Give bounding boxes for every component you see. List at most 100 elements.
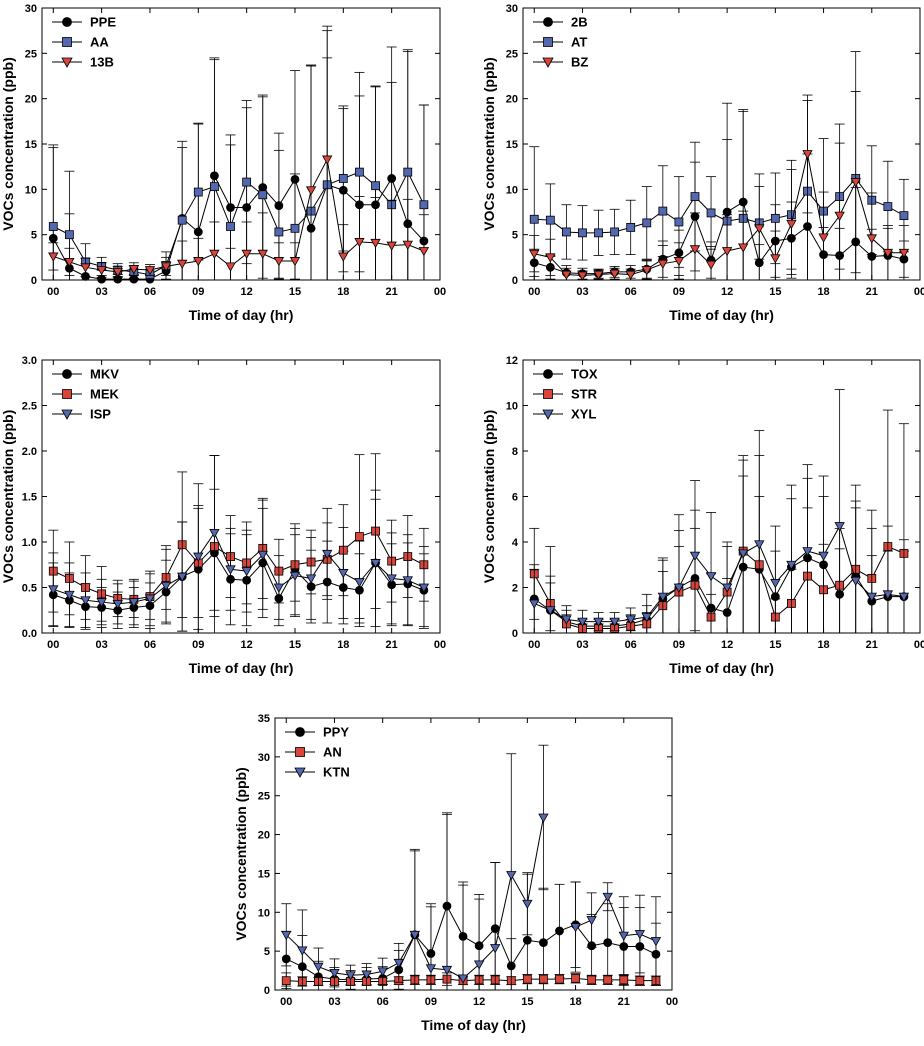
panel: 0 5 10 15 20 25 30 00 03 06 09 12 15 18 21 00 Time of da… — [481, 3, 924, 323]
legend-label: ISP — [90, 406, 111, 421]
marker — [297, 946, 308, 956]
series-line — [533, 545, 905, 629]
x-tick-label: 03 — [95, 286, 107, 298]
marker — [834, 522, 845, 532]
marker — [818, 233, 829, 243]
marker — [457, 974, 469, 984]
series-line — [533, 557, 904, 627]
x-tick-label: 09 — [192, 286, 204, 298]
panel: 0 5 10 15 20 25 30 00 03 06 09 12 15 18 21 00 Time of da… — [0, 3, 446, 323]
marker — [62, 369, 72, 379]
x-axis-label: Time of day (hr) — [669, 307, 774, 323]
y-axis-label: VOCs concentration (ppb) — [0, 410, 16, 583]
marker — [522, 974, 532, 984]
marker — [257, 550, 268, 561]
marker — [882, 590, 894, 600]
x-axis-label: Time of day (hr) — [669, 660, 774, 676]
marker — [290, 223, 300, 233]
marker — [48, 222, 58, 231]
marker — [555, 926, 564, 936]
x-tick-label: 18 — [337, 639, 349, 651]
marker — [490, 944, 501, 954]
marker — [377, 967, 388, 977]
marker — [522, 935, 532, 945]
x-tick-label: 03 — [576, 639, 588, 651]
x-tick-label: 06 — [144, 639, 156, 651]
marker — [634, 930, 646, 940]
plot-frame — [522, 359, 921, 634]
plot-frame — [41, 7, 441, 281]
marker — [522, 899, 533, 910]
marker — [529, 599, 540, 609]
marker — [899, 211, 909, 221]
marker — [543, 369, 553, 379]
y-tick-label: 10 — [506, 184, 518, 196]
marker — [603, 975, 613, 985]
series-line — [53, 170, 425, 276]
marker — [289, 257, 301, 267]
marker — [674, 217, 684, 227]
y-tick-label: 35 — [258, 713, 270, 725]
marker — [62, 37, 72, 47]
marker — [386, 241, 397, 251]
marker — [242, 177, 252, 187]
marker — [738, 549, 749, 559]
x-tick-label: 00 — [914, 639, 924, 651]
marker — [529, 249, 540, 260]
marker — [690, 192, 700, 201]
marker — [112, 599, 123, 610]
marker — [305, 186, 317, 196]
legend-label: XYL — [571, 406, 596, 421]
legend-label: STR — [571, 386, 598, 401]
marker — [866, 592, 877, 602]
marker — [338, 174, 348, 183]
y-tick-label: 15 — [25, 139, 37, 151]
series-line — [53, 531, 425, 605]
marker — [850, 178, 861, 188]
marker — [593, 270, 604, 280]
marker — [689, 245, 701, 255]
marker — [273, 583, 285, 593]
marker — [305, 574, 317, 584]
x-tick-label: 15 — [289, 639, 301, 651]
marker — [610, 227, 620, 237]
x-tick-label: 00 — [528, 639, 540, 651]
marker — [539, 974, 548, 984]
y-axis-label: VOCs concentration (ppb) — [481, 410, 497, 583]
marker — [834, 211, 845, 221]
marker — [473, 960, 485, 970]
y-tick-label: 0 — [512, 275, 518, 287]
marker — [177, 215, 187, 225]
marker — [898, 248, 910, 259]
marker — [786, 219, 797, 230]
marker — [635, 976, 645, 986]
marker — [61, 409, 73, 420]
marker — [80, 596, 91, 606]
marker — [609, 617, 620, 627]
x-tick-label: 12 — [241, 639, 253, 651]
x-tick-label: 09 — [192, 639, 204, 651]
y-tick-label: 12 — [506, 355, 518, 367]
marker — [258, 190, 268, 200]
marker — [338, 569, 349, 579]
marker — [418, 247, 430, 257]
marker — [529, 214, 539, 224]
marker — [882, 248, 894, 259]
x-tick-label: 15 — [521, 996, 533, 1008]
marker — [210, 182, 219, 192]
y-tick-label: 0 — [31, 275, 37, 287]
marker — [689, 551, 701, 561]
marker — [338, 252, 349, 262]
x-tick-label: 06 — [625, 639, 637, 651]
marker — [295, 747, 305, 757]
marker — [289, 571, 301, 581]
x-tick-label: 12 — [721, 286, 733, 298]
x-tick-label: 00 — [434, 286, 446, 298]
marker — [543, 17, 553, 27]
y-tick-label: 20 — [506, 94, 518, 106]
marker — [273, 257, 285, 267]
marker — [409, 930, 421, 941]
marker — [225, 565, 236, 575]
x-tick-label: 09 — [425, 996, 437, 1008]
marker — [370, 559, 381, 569]
